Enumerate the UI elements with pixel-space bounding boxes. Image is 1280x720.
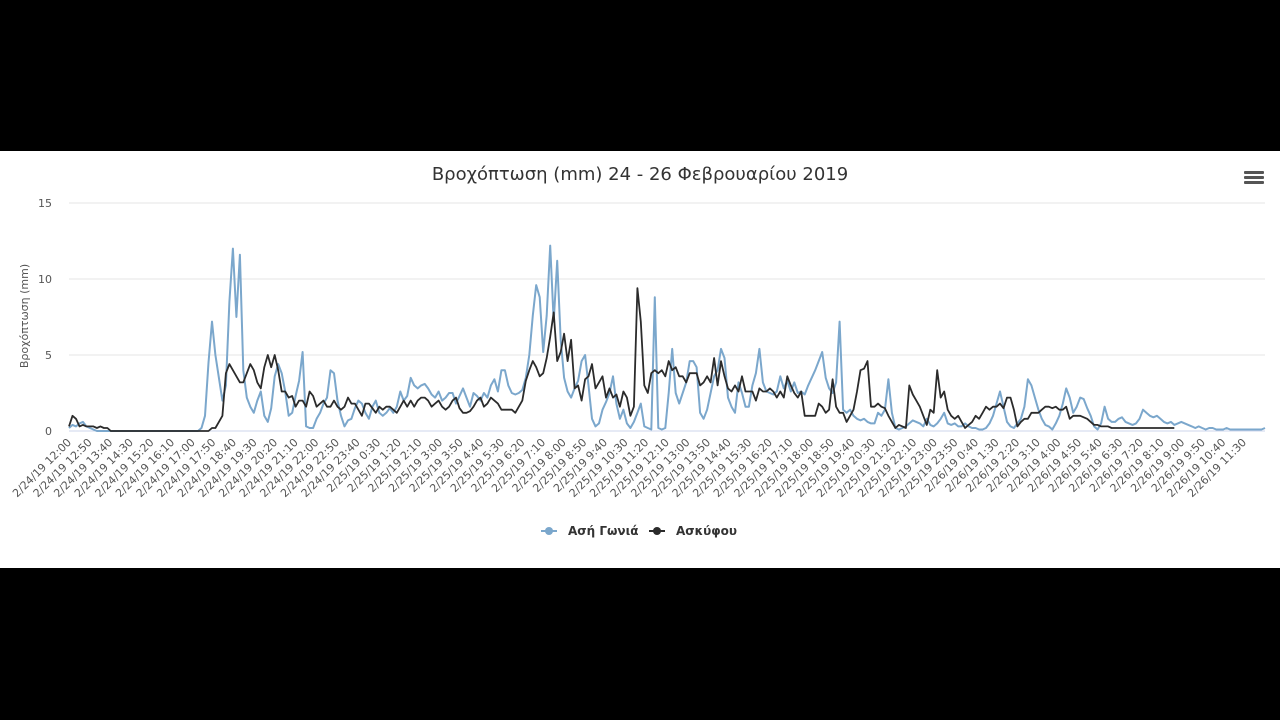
legend-marker-2: [653, 527, 661, 535]
legend-label-1: Ασή Γωνιά: [568, 524, 639, 538]
grid-lines: [69, 202, 1265, 432]
y-tick-labels: 0 5 10 15: [38, 197, 52, 438]
legend: Ασή Γωνιά Ασκύφου: [541, 524, 737, 538]
y-tick-label: 0: [45, 425, 52, 438]
x-tick-labels: 2/24/19 12:002/24/19 12:502/24/19 13:402…: [10, 436, 1249, 500]
hamburger-menu-icon[interactable]: [1243, 169, 1265, 189]
series-line-2: [68, 287, 1175, 432]
y-tick-label: 15: [38, 197, 52, 210]
rainfall-line-chart: Βροχόπτωση (mm) 24 - 26 Φεβρουαρίου 2019…: [10, 164, 1266, 538]
series-lines: [68, 244, 1266, 432]
legend-marker-1: [545, 527, 553, 535]
chart-panel: Βροχόπτωση (mm) 24 - 26 Φεβρουαρίου 2019…: [0, 151, 1280, 568]
chart-title: Βροχόπτωση (mm) 24 - 26 Φεβρουαρίου 2019: [432, 164, 848, 185]
y-axis-label: Βροχόπτωση (mm): [18, 264, 31, 368]
y-tick-label: 10: [38, 273, 52, 286]
legend-label-2: Ασκύφου: [676, 524, 737, 538]
y-tick-label: 5: [45, 349, 52, 362]
series-line-1: [68, 244, 1266, 432]
